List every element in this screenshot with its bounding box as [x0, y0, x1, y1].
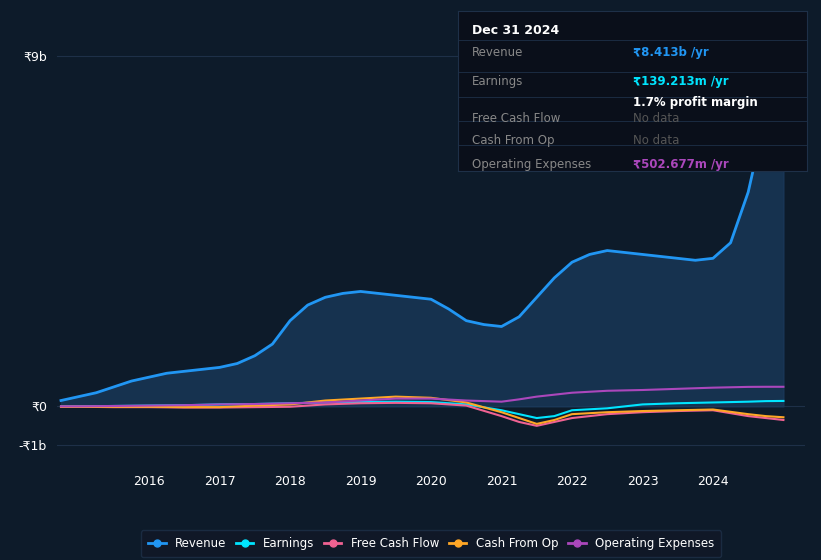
- Text: ₹139.213m /yr: ₹139.213m /yr: [633, 75, 728, 88]
- Text: Cash From Op: Cash From Op: [472, 134, 554, 147]
- Text: Revenue: Revenue: [472, 46, 524, 59]
- Text: No data: No data: [633, 112, 679, 125]
- Text: Dec 31 2024: Dec 31 2024: [472, 24, 559, 37]
- Text: Earnings: Earnings: [472, 75, 524, 88]
- Text: Free Cash Flow: Free Cash Flow: [472, 112, 561, 125]
- Text: Operating Expenses: Operating Expenses: [472, 158, 591, 171]
- Text: ₹502.677m /yr: ₹502.677m /yr: [633, 158, 728, 171]
- Text: 1.7% profit margin: 1.7% profit margin: [633, 96, 757, 109]
- Text: ₹8.413b /yr: ₹8.413b /yr: [633, 46, 709, 59]
- Legend: Revenue, Earnings, Free Cash Flow, Cash From Op, Operating Expenses: Revenue, Earnings, Free Cash Flow, Cash …: [140, 530, 722, 557]
- Text: No data: No data: [633, 134, 679, 147]
